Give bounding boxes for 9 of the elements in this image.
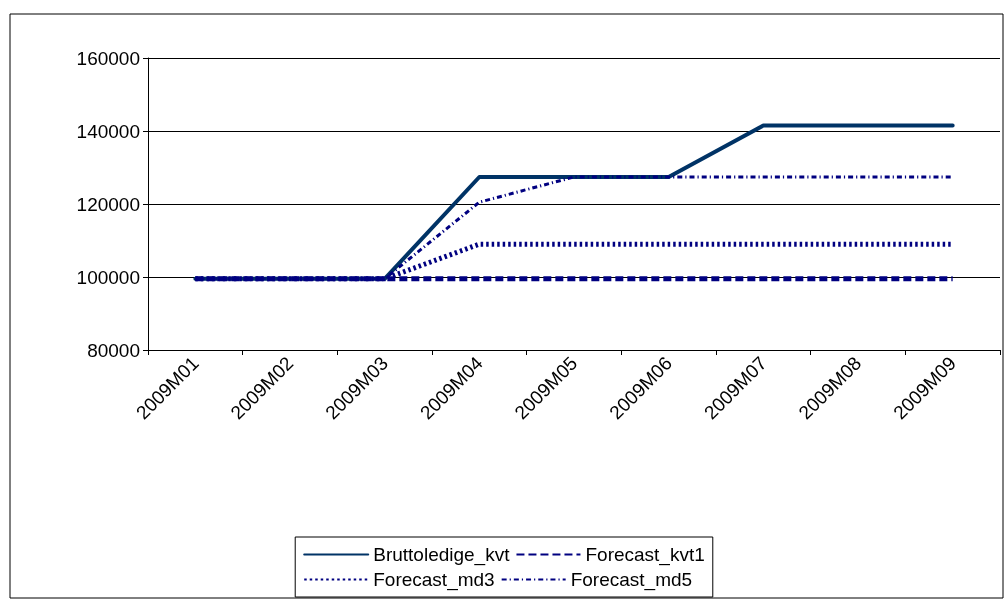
y-tick-label: 140000	[76, 120, 140, 142]
y-tick-label: 160000	[76, 47, 140, 69]
legend-label: Forecast_md3	[373, 569, 495, 591]
y-tick-label: 120000	[76, 193, 140, 215]
legend-label: Forecast_kvt1	[585, 544, 705, 566]
legend-label: Forecast_md5	[570, 569, 693, 591]
y-tick-label: 80000	[87, 339, 140, 361]
legend-label: Bruttoledige_kvt	[373, 544, 511, 566]
y-tick-label: 100000	[76, 266, 140, 288]
